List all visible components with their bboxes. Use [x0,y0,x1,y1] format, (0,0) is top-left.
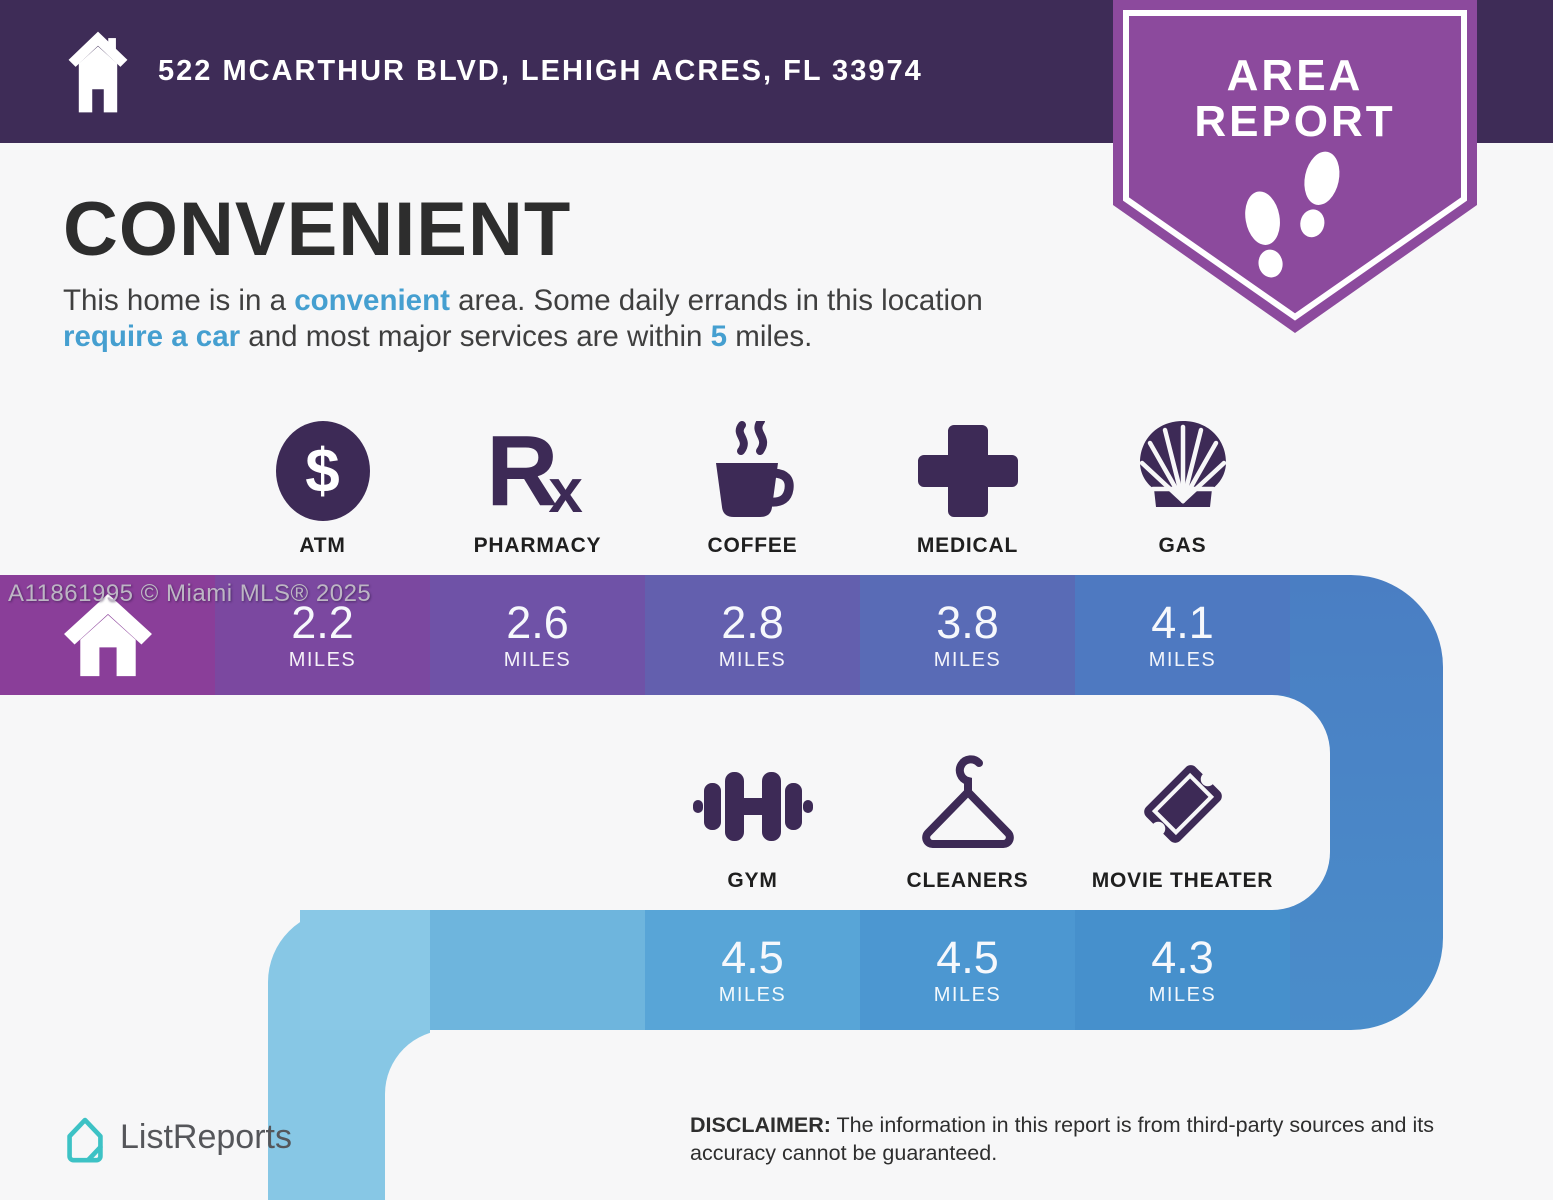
distance-value: 2.2 [291,596,354,648]
distance-unit: MILES [718,983,787,1006]
intro-text: This home is in a convenient area. Some … [63,283,1028,355]
home-icon [63,593,152,677]
distance-cell: 2.8 MILES [645,575,860,695]
distance-band-bottom: 4.5 MILES 4.5 MILES 4.3 MILES [300,910,1290,1030]
dumbbell-icon [691,756,815,856]
amenity-row-2: GYM CLEANERS [645,752,1290,893]
disclaimer-text: The information in this report is from t… [690,1113,1434,1165]
page-title: CONVENIENT [63,187,572,272]
distance-cell: 4.3 MILES [1075,910,1290,1030]
distance-unit: MILES [933,648,1002,671]
distance-cell: 3.8 MILES [860,575,1075,695]
amenity-movie-theater: MOVIE THEATER [1075,752,1290,893]
distance-unit: MILES [718,648,787,671]
amenity-gas: GAS [1075,417,1290,558]
amenity-medical: MEDICAL [860,417,1075,558]
distance-unit: MILES [503,648,572,671]
intro-pre: This home is in a [63,284,295,317]
distance-unit: MILES [933,983,1002,1006]
listreports-house-icon [60,1110,110,1164]
distance-value: 2.6 [506,596,569,648]
hanger-icon [912,754,1024,856]
amenity-label: GAS [1158,534,1207,557]
distance-value: 2.8 [721,596,784,648]
property-address: 522 MCARTHUR BLVD, LEHIGH ACRES, FL 3397… [158,55,923,87]
distance-value: 4.5 [721,931,784,983]
area-report-badge: AREA REPORT [1113,0,1477,340]
amenity-label: MOVIE THEATER [1091,869,1274,892]
amenity-label: MEDICAL [916,534,1019,557]
amenity-cleaners: CLEANERS [860,752,1075,893]
intro-mid2: and most major services are within [240,320,711,353]
coffee-cup-icon [698,421,808,521]
disclaimer: DISCLAIMER: The information in this repo… [690,1112,1500,1167]
route-band-inner-notch-bottom-left [385,1030,535,1200]
distance-cell: 4.5 MILES [860,910,1075,1030]
distance-cell: 4.5 MILES [645,910,860,1030]
distance-cell: 2.2 MILES [215,575,430,695]
intro-post: miles. [727,320,813,353]
intro-highlight-car: require a car [63,320,241,353]
band-filler-cell [300,910,430,1030]
amenity-atm: $ ATM [215,417,430,558]
distance-unit: MILES [1148,983,1217,1006]
medical-cross-icon [917,421,1018,521]
amenity-label: COFFEE [707,534,798,557]
distance-value: 4.5 [936,931,999,983]
amenity-label: CLEANERS [906,869,1029,892]
intro-highlight-convenient: convenient [294,284,450,317]
distance-band-top: 2.2 MILES 2.6 MILES 2.8 MILES 3.8 MILES … [0,575,1290,695]
badge-line1: AREA [1227,51,1364,100]
band-home-cell [0,575,215,695]
amenity-gym: GYM [645,752,860,893]
distance-unit: MILES [1148,648,1217,671]
brand-name: ListReports [120,1117,292,1156]
mls-watermark: A11861995 © Miami MLS® 2025 [8,580,372,607]
home-icon [66,26,130,118]
intro-highlight-miles: 5 [710,320,728,353]
distance-value: 4.3 [1151,931,1214,983]
shell-icon [1128,417,1238,521]
amenity-label: GYM [727,869,778,892]
listreports-brand: ListReports [60,1110,292,1164]
distance-cell: 2.6 MILES [430,575,645,695]
distance-cell: 4.1 MILES [1075,575,1290,695]
footprints-icon [1245,151,1340,278]
intro-mid1: area. Some daily errands in this locatio… [449,284,983,317]
distance-value: 4.1 [1151,596,1214,648]
badge-line2: REPORT [1194,97,1395,146]
amenity-label: ATM [299,534,346,557]
disclaimer-label: DISCLAIMER: [690,1113,831,1137]
dollar-circle-icon: $ [275,421,370,521]
distance-unit: MILES [288,648,357,671]
amenity-label: PHARMACY [473,534,602,557]
amenity-coffee: COFFEE [645,417,860,558]
band-filler-cell [430,910,645,1030]
ticket-icon [1128,752,1238,856]
distance-value: 3.8 [936,596,999,648]
